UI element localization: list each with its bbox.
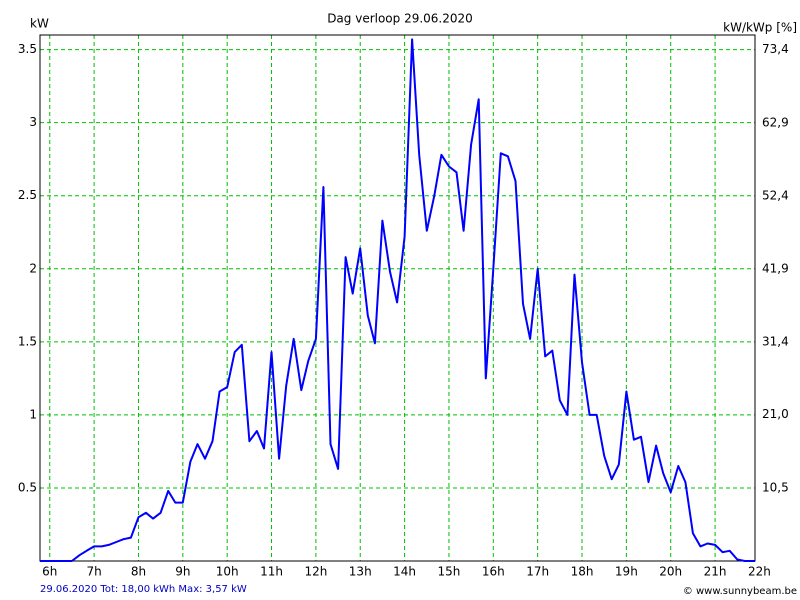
- y2-tick-label: 31,4: [762, 335, 789, 349]
- y2-tick-label: 10,5: [762, 480, 789, 494]
- credit: © www.sunnybeam.be: [683, 586, 797, 597]
- y-tick-label: 0.5: [18, 480, 37, 494]
- y-tick-label: 2: [29, 261, 37, 275]
- chart-title: Dag verloop 29.06.2020: [327, 12, 473, 26]
- x-tick-label: 22h: [748, 565, 771, 579]
- y2-tick-label: 62,9: [762, 115, 789, 129]
- x-tick-label: 17h: [526, 565, 549, 579]
- x-tick-label: 13h: [349, 565, 372, 579]
- x-tick-label: 16h: [482, 565, 505, 579]
- footer: 29.06.2020 Tot: 18,00 kWh Max: 3,57 kW: [40, 584, 247, 595]
- x-tick-label: 21h: [704, 565, 727, 579]
- y-tick-label: 2.5: [18, 188, 37, 202]
- x-tick-label: 7h: [86, 565, 101, 579]
- y2-tick-label: 52,4: [762, 188, 789, 202]
- y-axis-label: kW: [30, 17, 49, 31]
- x-tick-label: 12h: [304, 565, 327, 579]
- y-tick-label: 3: [29, 115, 37, 129]
- data-line: [40, 38, 755, 562]
- y2-tick-label: 73,4: [762, 42, 789, 56]
- x-tick-label: 6h: [42, 565, 57, 579]
- x-tick-label: 11h: [260, 565, 283, 579]
- x-tick-label: 18h: [571, 565, 594, 579]
- x-tick-label: 10h: [216, 565, 239, 579]
- x-tick-label: 20h: [659, 565, 682, 579]
- y-tick-label: 1.5: [18, 334, 37, 348]
- y2-tick-label: 41,9: [762, 262, 789, 276]
- x-tick-label: 9h: [175, 565, 190, 579]
- y-tick-label: 1: [29, 407, 37, 421]
- y-tick-label: 3.5: [18, 42, 37, 56]
- plot-frame: [39, 34, 756, 562]
- x-tick-label: 19h: [615, 565, 638, 579]
- x-tick-label: 15h: [438, 565, 461, 579]
- x-tick-label: 14h: [393, 565, 416, 579]
- y2-tick-label: 21,0: [762, 407, 789, 421]
- y2-axis-label: kW/kWp [%]: [723, 21, 797, 35]
- x-tick-label: 8h: [131, 565, 146, 579]
